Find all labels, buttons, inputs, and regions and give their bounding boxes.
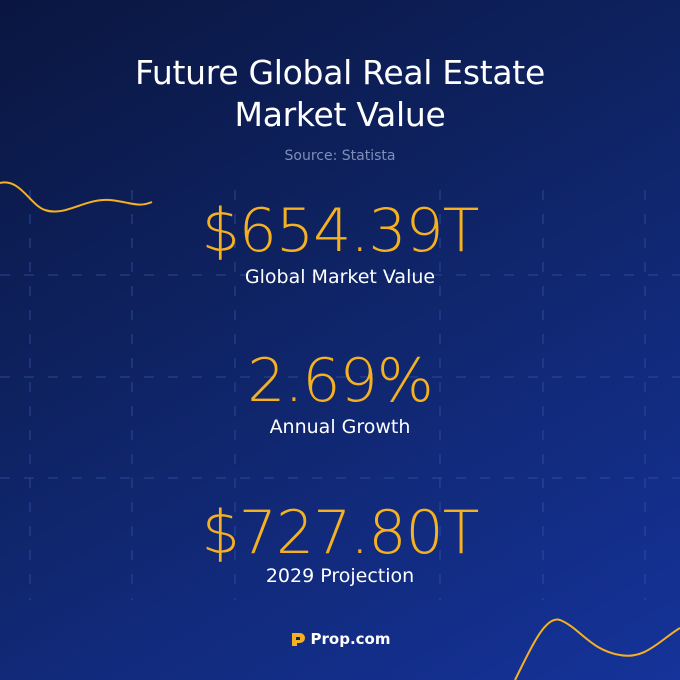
stat-value: 2.69% bbox=[247, 346, 434, 416]
stat-value: $654.39T bbox=[201, 196, 480, 266]
source: Source: Statista bbox=[284, 148, 396, 164]
stat-label: Global Market Value bbox=[244, 266, 436, 288]
title: Future Global Real Estate Market Value bbox=[135, 53, 545, 134]
stat-label: 2029 Projection bbox=[265, 565, 415, 587]
brand: Prop.com bbox=[0, 630, 680, 648]
brand-logo bbox=[291, 633, 305, 646]
brand-name: Prop.com bbox=[310, 630, 391, 648]
stat-value: $727.80T bbox=[201, 498, 480, 568]
stat-label: Annual Growth bbox=[269, 416, 411, 438]
